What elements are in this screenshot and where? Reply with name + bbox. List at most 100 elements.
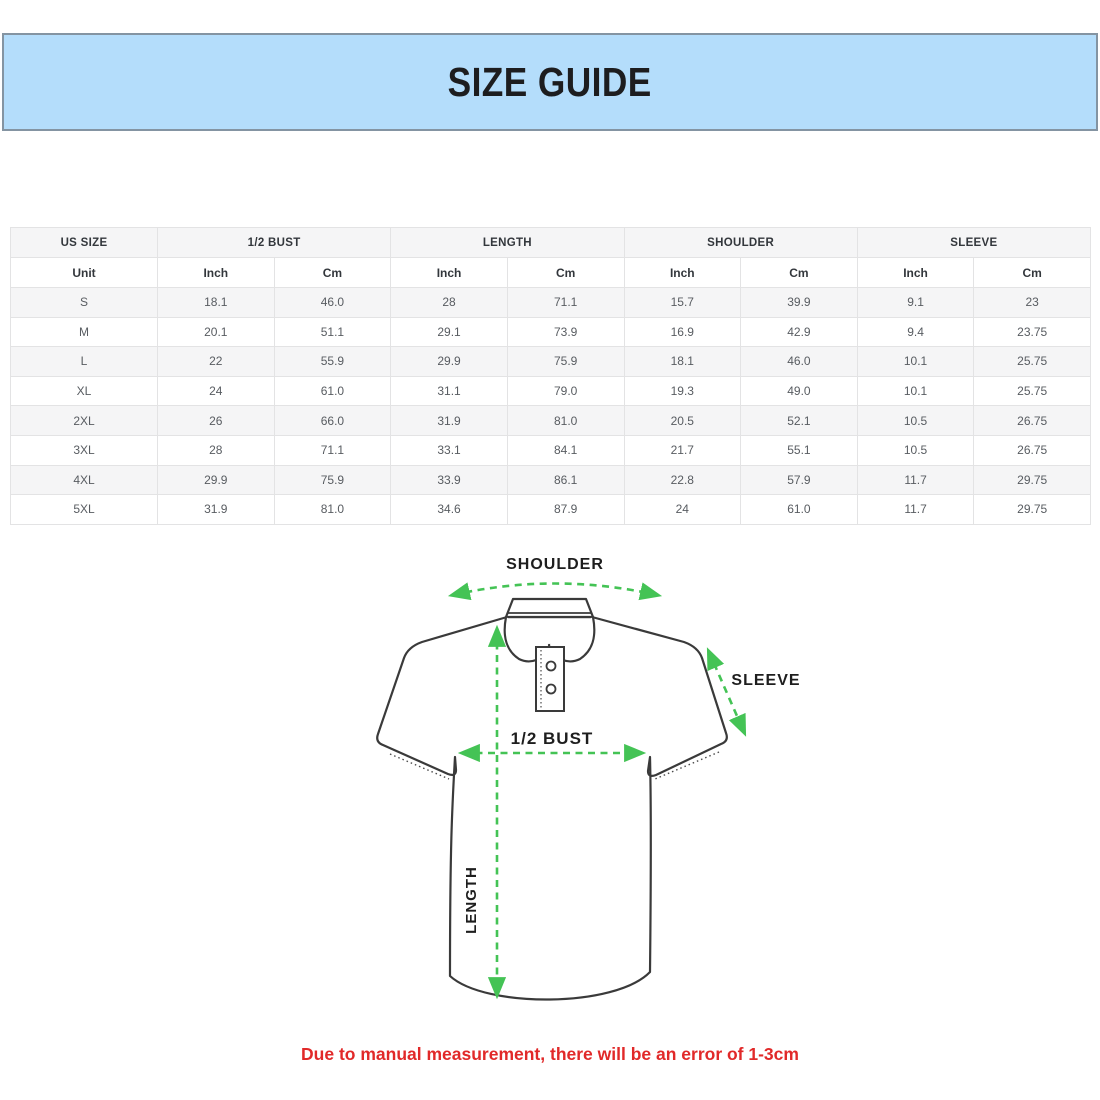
measurement-cell: 21.7 (623, 434, 742, 466)
unit-header-cell: Inch (157, 257, 275, 288)
measurement-cell: 22 (157, 346, 275, 377)
measurement-cell: 81.0 (506, 405, 625, 436)
column-group-header: SHOULDER (623, 227, 858, 258)
measurement-cell: 15.7 (623, 287, 742, 318)
column-group-header: SLEEVE (856, 227, 1092, 258)
polo-shirt-outline-icon (376, 615, 728, 1001)
measurement-cell: 71.1 (506, 287, 625, 318)
size-name-cell: L (10, 346, 158, 377)
measurement-cell: 42.9 (740, 316, 858, 348)
measurement-cell: 31.1 (390, 375, 508, 407)
measurement-cell: 18.1 (157, 287, 275, 318)
measurement-cell: 75.9 (506, 346, 625, 377)
measurement-cell: 71.1 (273, 434, 392, 466)
measurement-cell: 28 (157, 434, 275, 466)
page-title: SIZE GUIDE (447, 58, 653, 105)
bust-label: 1/2 BUST (511, 729, 594, 748)
button-bottom-icon (545, 683, 557, 695)
measurement-cell: 10.5 (856, 405, 975, 436)
measurement-cell: 87.9 (506, 494, 625, 525)
measurement-disclaimer: Due to manual measurement, there will be… (301, 1044, 799, 1064)
measurement-cell: 9.1 (856, 287, 975, 318)
table-row: XL 24 61.0 31.1 79.0 19.3 49.0 10.1 25.75 (10, 375, 1091, 407)
collar-band-icon (504, 597, 595, 619)
measurement-cell: 86.1 (506, 464, 625, 496)
size-name-cell: M (10, 316, 158, 348)
measurement-cell: 39.9 (740, 287, 858, 318)
measurement-cell: 57.9 (740, 464, 858, 496)
unit-header-cell: Cm (740, 257, 858, 288)
measurement-diagram: SHOULDER SLEEVE 1/2 BUST LENGTH (330, 548, 800, 1013)
measurement-cell: 20.1 (157, 316, 275, 348)
measurement-cell: 51.1 (273, 316, 392, 348)
size-name-cell: 5XL (10, 494, 158, 525)
measurement-cell: 10.5 (856, 434, 975, 466)
measurement-cell: 24 (157, 375, 275, 407)
table-unit-header-row: Unit Inch Cm Inch Cm Inch Cm Inch Cm (10, 257, 1091, 288)
size-name-cell: XL (10, 375, 158, 407)
measurement-cell: 79.0 (506, 375, 625, 407)
measurement-cell: 26.75 (973, 405, 1091, 436)
measurement-cell: 29.75 (973, 494, 1091, 525)
measurement-cell: 31.9 (390, 405, 508, 436)
measurement-cell: 25.75 (973, 375, 1091, 407)
size-name-cell: S (10, 287, 158, 318)
measurement-cell: 10.1 (856, 375, 975, 407)
table-row: 5XL 31.9 81.0 34.6 87.9 24 61.0 11.7 29.75 (10, 494, 1091, 525)
measurement-cell: 46.0 (273, 287, 392, 318)
measurement-cell: 24 (623, 494, 742, 525)
measurement-cell: 75.9 (273, 464, 392, 496)
sleeve-arrow-icon (706, 647, 747, 737)
measurement-cell: 23 (973, 287, 1091, 318)
table-row: 4XL 29.9 75.9 33.9 86.1 22.8 57.9 11.7 29.75 (10, 464, 1091, 496)
unit-header-cell: Cm (506, 257, 625, 288)
unit-header-cell: Unit (10, 257, 158, 288)
unit-header-cell: Cm (273, 257, 392, 288)
measurement-cell: 33.1 (390, 434, 508, 466)
size-name-cell: 4XL (10, 464, 158, 496)
measurement-cell: 18.1 (623, 346, 742, 377)
placket-icon (535, 646, 565, 712)
column-group-header: LENGTH (390, 227, 625, 258)
measurement-cell: 49.0 (740, 375, 858, 407)
measurement-cell: 52.1 (740, 405, 858, 436)
measurement-cell: 23.75 (973, 316, 1091, 348)
table-row: 3XL 28 71.1 33.1 84.1 21.7 55.1 10.5 26.75 (10, 434, 1091, 466)
measurement-cell: 25.75 (973, 346, 1091, 377)
measurement-cell: 16.9 (623, 316, 742, 348)
size-name-cell: 2XL (10, 405, 158, 436)
left-cuff-stitch-icon (389, 753, 450, 780)
measurement-cell: 26.75 (973, 434, 1091, 466)
measurement-cell: 26 (157, 405, 275, 436)
measurement-cell: 84.1 (506, 434, 625, 466)
size-name-cell: 3XL (10, 434, 158, 466)
unit-header-cell: Cm (973, 257, 1091, 288)
measurement-cell: 20.5 (623, 405, 742, 436)
table-row: S 18.1 46.0 28 71.1 15.7 39.9 9.1 23 (10, 287, 1091, 318)
measurement-cell: 61.0 (273, 375, 392, 407)
size-chart: US SIZE 1/2 BUST LENGTH SHOULDER SLEEVE Unit… (10, 227, 1092, 525)
measurement-cell: 29.75 (973, 464, 1091, 496)
measurement-cell: 46.0 (740, 346, 858, 377)
measurement-cell: 31.9 (157, 494, 275, 525)
measurement-cell: 81.0 (273, 494, 392, 525)
measurement-cell: 61.0 (740, 494, 858, 525)
measurement-cell: 55.9 (273, 346, 392, 377)
size-chart-table: US SIZE 1/2 BUST LENGTH SHOULDER SLEEVE Unit… (10, 227, 1092, 525)
unit-header-cell: Inch (390, 257, 508, 288)
measurement-cell: 19.3 (623, 375, 742, 407)
measurement-cell: 29.1 (390, 316, 508, 348)
unit-header-cell: Inch (623, 257, 742, 288)
measurement-cell: 66.0 (273, 405, 392, 436)
measurement-cell: 22.8 (623, 464, 742, 496)
table-row: 2XL 26 66.0 31.9 81.0 20.5 52.1 10.5 26.75 (10, 405, 1091, 436)
measurement-cell: 34.6 (390, 494, 508, 525)
shoulder-arrow-icon (447, 582, 663, 601)
size-chart-body: S 18.1 46.0 28 71.1 15.7 39.9 9.1 23 M 20.1 51.1 29.… (10, 287, 1091, 525)
measurement-cell: 11.7 (856, 494, 975, 525)
measurement-cell: 73.9 (506, 316, 625, 348)
measurement-cell: 29.9 (157, 464, 275, 496)
column-group-header: 1/2 BUST (156, 227, 392, 258)
size-guide-banner: SIZE GUIDE (2, 33, 1098, 131)
table-row: M 20.1 51.1 29.1 73.9 16.9 42.9 9.4 23.75 (10, 316, 1091, 348)
